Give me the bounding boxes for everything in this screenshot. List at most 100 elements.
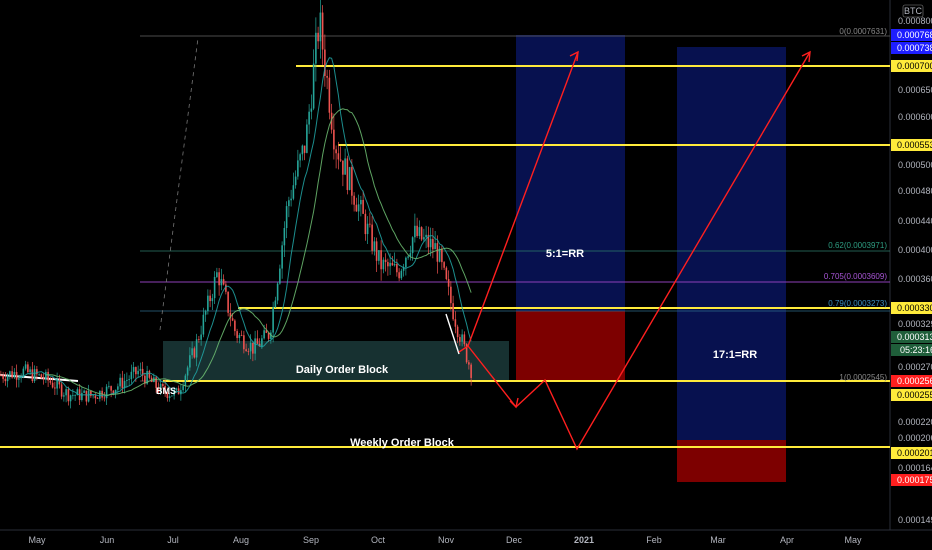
x-tick: Mar xyxy=(710,535,726,545)
candle-body xyxy=(263,330,265,339)
price-tag-timer xyxy=(891,344,932,356)
x-axis[interactable]: May Jun Jul Aug Sep Oct Nov Dec 2021 Feb… xyxy=(28,535,862,545)
candle-body xyxy=(24,364,27,369)
candle-body xyxy=(380,250,382,270)
candle-body xyxy=(126,379,128,381)
candle-body xyxy=(198,339,200,341)
candle-body xyxy=(402,267,405,271)
price-tag-stop xyxy=(891,474,932,486)
candle-body xyxy=(303,145,306,153)
candle-body xyxy=(207,295,209,312)
y-tick: 0.0004800 xyxy=(898,186,932,196)
candle-body xyxy=(398,272,400,279)
candle-body xyxy=(240,335,243,336)
candle-body xyxy=(281,245,283,269)
candle-body xyxy=(301,145,304,155)
x-tick: May xyxy=(28,535,46,545)
fib-label-0705: 0.705(0.0003609) xyxy=(824,272,888,281)
candle-body xyxy=(204,311,207,315)
candle-body xyxy=(33,369,36,382)
candle-body xyxy=(357,204,360,212)
candle-body xyxy=(234,320,236,332)
candle-body xyxy=(445,267,448,280)
target-zone-2[interactable] xyxy=(677,47,786,440)
candle-body xyxy=(371,224,373,251)
dashed-trend-line xyxy=(159,37,199,331)
candle-body xyxy=(13,371,16,378)
candle-body xyxy=(51,382,54,388)
candle-body xyxy=(128,379,130,380)
candle-body xyxy=(105,386,108,399)
candle-body xyxy=(362,199,364,214)
price-tag-text: 0.0003290 xyxy=(898,319,932,329)
x-tick: Dec xyxy=(506,535,523,545)
candle-body xyxy=(261,338,263,347)
candle-body xyxy=(193,348,196,358)
moving-average-line-1 xyxy=(18,57,472,397)
candle-body xyxy=(27,364,29,373)
candle-body xyxy=(344,158,346,175)
y-tick: 0.0002200 xyxy=(898,417,932,427)
candle-body xyxy=(229,312,232,319)
candle-body xyxy=(364,213,367,235)
candle-body xyxy=(54,387,56,389)
candle-body xyxy=(423,237,425,240)
candle-body xyxy=(65,389,67,396)
candle-body xyxy=(189,355,191,368)
candle-body xyxy=(148,370,151,378)
candle-body xyxy=(72,395,74,397)
candle-body xyxy=(175,388,178,391)
x-tick: Aug xyxy=(233,535,249,545)
candle-body xyxy=(434,243,436,250)
price-tag-0007000 xyxy=(891,60,932,72)
candle-body xyxy=(132,367,135,372)
candle-body xyxy=(256,338,259,344)
candle-body xyxy=(319,12,322,42)
candle-body xyxy=(463,334,466,345)
stop-zone-1[interactable] xyxy=(516,311,625,382)
candle-body xyxy=(225,284,227,292)
candle-body xyxy=(236,331,238,338)
price-tag-0005538 xyxy=(891,139,932,151)
arrowhead-2 xyxy=(801,50,811,63)
candle-body xyxy=(103,397,106,399)
candle-body xyxy=(9,371,11,376)
candle-body xyxy=(56,379,58,389)
candle-body xyxy=(4,378,7,382)
candle-body xyxy=(407,256,409,258)
candle-body xyxy=(195,339,198,358)
candle-body xyxy=(67,389,70,402)
price-tag-text: 0.0002562 xyxy=(897,376,932,386)
candle-body xyxy=(218,272,220,286)
candle-body xyxy=(285,206,288,229)
price-tag-0003300 xyxy=(891,302,932,314)
candle-body xyxy=(306,124,308,153)
candle-body xyxy=(297,160,299,177)
candle-body xyxy=(254,338,256,354)
candle-body xyxy=(2,375,4,379)
candle-body xyxy=(6,375,9,382)
candle-body xyxy=(373,241,376,251)
candle-body xyxy=(267,332,270,339)
y-tick: 0.0001640 xyxy=(898,463,932,473)
candle-body xyxy=(375,241,378,261)
y-tick: 0.0003600 xyxy=(898,274,932,284)
symbol-badge[interactable] xyxy=(902,4,924,18)
candle-body xyxy=(310,108,313,112)
candle-body xyxy=(405,257,407,268)
price-tag-text: 0.0002069 xyxy=(898,433,932,443)
candle-body xyxy=(459,337,461,342)
candle-body xyxy=(360,199,362,205)
candle-body xyxy=(87,390,90,402)
y-axis[interactable]: 0.0008000 0.0006500 0.0006000 0.0005000 … xyxy=(898,16,932,525)
y-tick: 0.0005000 xyxy=(898,160,932,170)
candle-body xyxy=(99,390,101,399)
price-tag-text: 0.0007380 xyxy=(897,43,932,53)
price-tag-text: 0.0002010 xyxy=(897,448,932,458)
candle-body xyxy=(173,390,175,396)
target-zone-1[interactable] xyxy=(516,35,625,311)
candle-body xyxy=(18,378,20,380)
candle-body xyxy=(146,370,148,384)
daily-order-block-zone[interactable] xyxy=(163,341,509,381)
